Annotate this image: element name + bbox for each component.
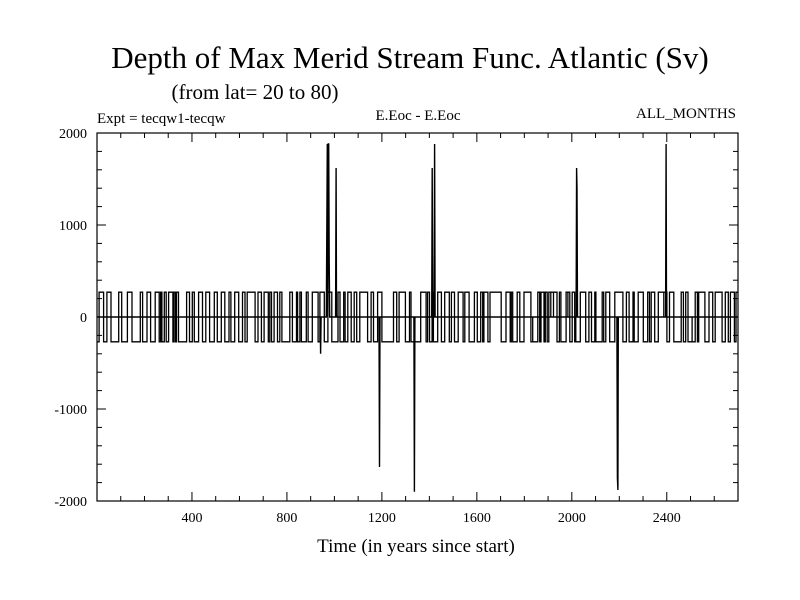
- x-tick-label: 2000: [558, 511, 586, 526]
- x-axis-label: Time (in years since start): [317, 536, 515, 557]
- x-tick-label: 800: [276, 511, 297, 526]
- series-line-0: [97, 143, 738, 492]
- axes: 400 800 1200 1600 2000 2400 2000 1000 0 -1000 -200…: [54, 127, 739, 526]
- x-tick-label: 400: [181, 511, 202, 526]
- y-tick-label: 1000: [59, 219, 87, 234]
- y-tick-label: 2000: [59, 127, 87, 142]
- chart-title: Depth of Max Merid Stream Func. Atlantic…: [111, 40, 709, 75]
- x-tick-label: 2400: [653, 511, 681, 526]
- experiment-label: Expt = tecqw1-tecqw: [97, 111, 226, 127]
- y-tick-label: -2000: [54, 495, 87, 510]
- plot-area: [97, 143, 738, 492]
- variable-label: E.Eoc - E.Eoc: [376, 108, 461, 124]
- series-oscillation-band: [97, 291, 738, 343]
- x-tick-label: 1200: [368, 511, 396, 526]
- y-tick-label: 0: [80, 311, 87, 326]
- x-tick-label: 1600: [463, 511, 491, 526]
- chart-subtitle: (from lat= 20 to 80): [172, 80, 339, 104]
- y-tick-label: -1000: [54, 403, 87, 418]
- period-label: ALL_MONTHS: [636, 106, 736, 122]
